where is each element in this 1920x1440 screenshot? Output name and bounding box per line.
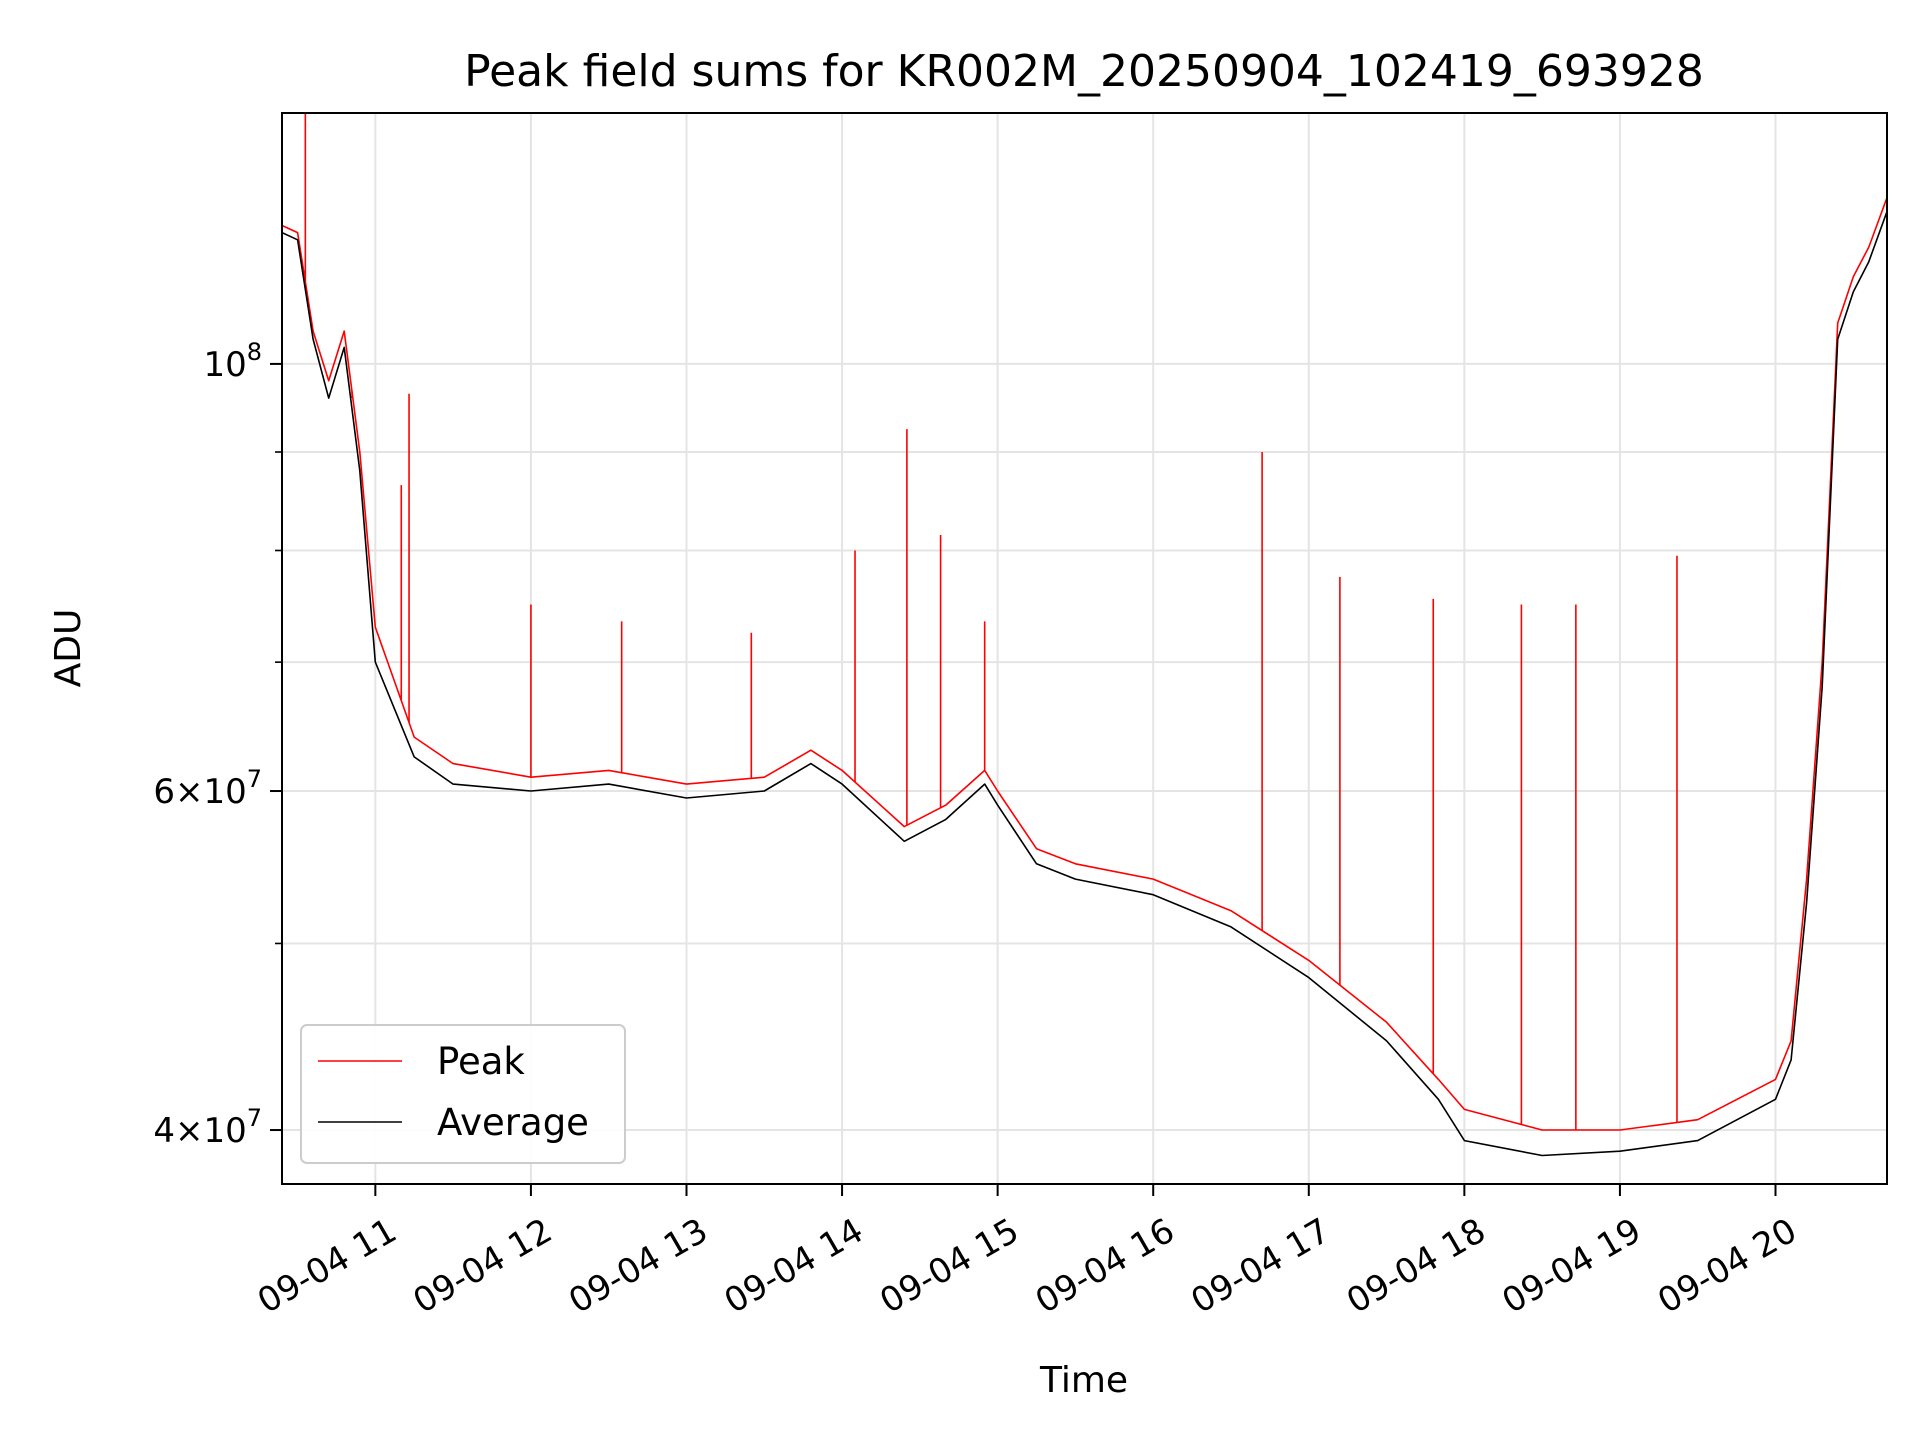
- y-tick-mantissa: 6: [153, 772, 175, 812]
- y-tick-base: 10: [203, 1111, 246, 1151]
- x-axis-label: Time: [1039, 1360, 1128, 1401]
- y-tick-exponent: 7: [247, 1104, 262, 1132]
- y-tick-label: 108: [203, 338, 262, 385]
- y-tick-base: 10: [203, 345, 246, 385]
- legend: Peak Average: [300, 1024, 626, 1164]
- y-tick-exponent: 7: [247, 765, 262, 793]
- y-tick-base: 10: [203, 772, 246, 812]
- plot-frame: [281, 112, 1888, 1185]
- grid: [282, 113, 1887, 1184]
- y-tick-times-sign: ×: [175, 772, 204, 812]
- average-series-line: [282, 211, 1887, 1157]
- y-tick-times-sign: ×: [175, 1111, 204, 1151]
- legend-box: [300, 1024, 626, 1164]
- peak-series-line: [282, 197, 1887, 1131]
- y-tick-label: 4×107: [153, 1104, 262, 1151]
- y-tick-exponent: 8: [247, 338, 262, 366]
- y-axis-label: ADU: [48, 609, 89, 688]
- y-tick-label: 6×107: [153, 765, 262, 812]
- legend-average-label: Average: [437, 1101, 589, 1144]
- legend-peak-label: Peak: [437, 1040, 525, 1083]
- chart-title: Peak field sums for KR002M_20250904_1024…: [464, 46, 1704, 97]
- y-tick-mantissa: 4: [153, 1111, 175, 1151]
- plot-area: [282, 113, 1887, 1157]
